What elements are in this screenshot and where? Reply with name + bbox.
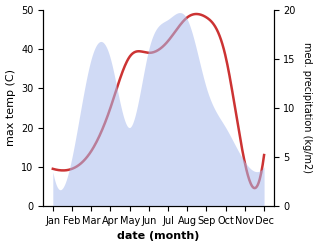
X-axis label: date (month): date (month)	[117, 231, 200, 242]
Y-axis label: max temp (C): max temp (C)	[5, 69, 16, 146]
Y-axis label: med. precipitation (kg/m2): med. precipitation (kg/m2)	[302, 42, 313, 173]
